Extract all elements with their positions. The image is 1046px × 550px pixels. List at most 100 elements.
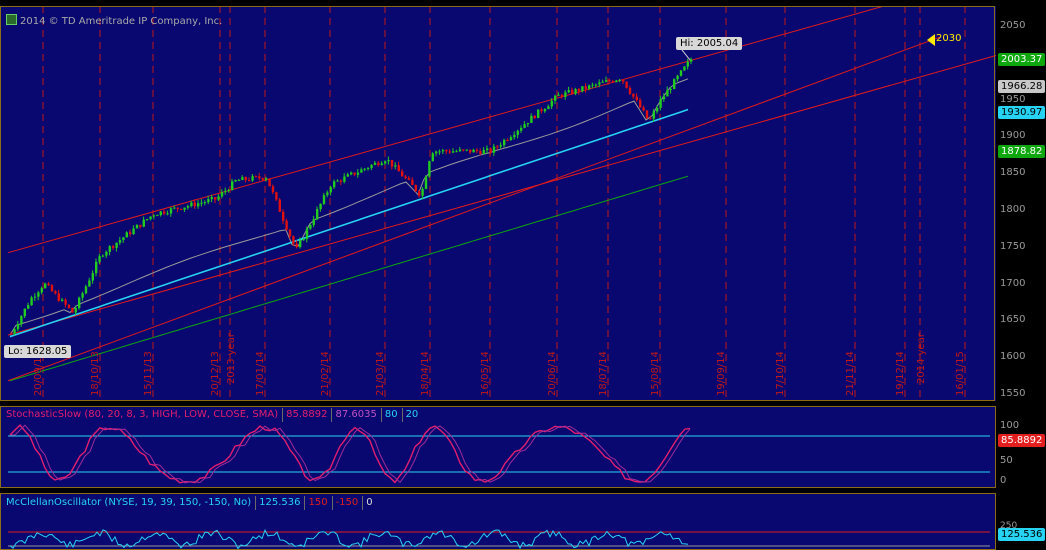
candle xyxy=(482,147,485,155)
candle xyxy=(441,148,445,155)
high-callout-pointer xyxy=(681,50,691,61)
candle xyxy=(533,115,536,120)
candle xyxy=(601,79,604,83)
candle xyxy=(367,167,370,171)
candle xyxy=(142,216,145,228)
candle xyxy=(662,93,666,102)
stochastic-k-value: 85.8892 xyxy=(282,408,330,422)
candle xyxy=(333,179,336,190)
channel-upper-line xyxy=(7,6,886,254)
candle xyxy=(251,173,254,182)
candle xyxy=(159,211,162,217)
candle xyxy=(61,297,64,302)
candle xyxy=(486,145,489,154)
candle xyxy=(421,186,424,200)
candle xyxy=(282,209,285,224)
candle xyxy=(353,172,356,177)
candle xyxy=(516,129,519,139)
candle xyxy=(523,121,526,129)
candle xyxy=(152,214,156,220)
mcclellan-name: McClellanOscillator (NYSE, 19, 39, 150, … xyxy=(6,497,252,508)
candle xyxy=(91,270,94,284)
candle xyxy=(411,177,414,186)
candle xyxy=(105,250,108,259)
candle xyxy=(271,184,275,195)
candle xyxy=(469,149,472,155)
candle xyxy=(180,208,183,211)
candle xyxy=(67,304,71,309)
candle xyxy=(57,289,60,302)
candle xyxy=(686,58,689,70)
candle xyxy=(343,173,346,184)
candle xyxy=(163,209,166,216)
price-chart[interactable]: 20/09/13 18/10/13 15/11/13 20/12/13 17/01/14… xyxy=(0,6,996,401)
candle xyxy=(370,164,373,171)
candle xyxy=(156,214,159,217)
ma-long-badge: 1878.82 xyxy=(998,145,1046,158)
stochastic-title[interactable]: StochasticSlow (80, 20, 8, 3, HIGH, LOW,… xyxy=(6,408,422,422)
candle xyxy=(489,147,492,155)
price-tick-label: 1700 xyxy=(1000,277,1026,289)
candle xyxy=(632,93,635,99)
mcclellan-panel[interactable] xyxy=(0,493,996,550)
candle xyxy=(652,108,655,122)
copyright-text: 2014 © TD Ameritrade IP Company, Inc. xyxy=(6,14,222,27)
candle xyxy=(526,122,530,127)
candle xyxy=(207,195,210,205)
date-labels: 20/09/13 18/10/13 15/11/13 20/12/13 17/01/14… xyxy=(33,332,966,396)
stoch-axis-100: 100 xyxy=(1000,420,1020,431)
candle xyxy=(135,224,139,229)
high-callout: Hi: 2005.04 xyxy=(676,37,743,50)
candle xyxy=(50,283,54,292)
year-label: 2013 year xyxy=(226,332,237,384)
candle xyxy=(305,226,309,243)
candle xyxy=(462,149,465,152)
candle xyxy=(336,179,339,182)
candle xyxy=(13,327,16,336)
candle xyxy=(499,142,502,149)
candle xyxy=(479,148,482,156)
candle xyxy=(577,87,581,95)
stochastic-plot xyxy=(8,424,990,484)
candle xyxy=(125,231,128,238)
price-tick-label: 1750 xyxy=(1000,240,1026,252)
candle xyxy=(472,148,475,153)
candle xyxy=(560,93,564,99)
candle xyxy=(292,235,295,246)
ma-mid-badge: 1930.97 xyxy=(998,106,1046,119)
mcc-axis-250: 250 xyxy=(1000,521,1018,531)
candle xyxy=(183,207,186,212)
mcclellan-title[interactable]: McClellanOscillator (NYSE, 19, 39, 150, … xyxy=(6,496,377,510)
regression-channel xyxy=(7,6,996,382)
candle xyxy=(543,108,547,113)
candle xyxy=(401,169,404,177)
candle xyxy=(540,107,543,114)
candle xyxy=(64,298,67,308)
candle xyxy=(418,190,421,198)
candle xyxy=(30,295,33,306)
candle xyxy=(431,152,434,162)
candle xyxy=(496,145,499,150)
candle xyxy=(642,105,645,112)
moving-averages xyxy=(9,78,689,382)
date-label: 18/07/14 xyxy=(598,351,609,396)
stochastic-os-value: 20 xyxy=(401,408,422,422)
candle xyxy=(44,282,47,289)
candle xyxy=(241,175,244,181)
price-chart-panel[interactable] xyxy=(0,6,996,401)
candle xyxy=(669,86,672,94)
candle xyxy=(598,79,601,88)
candle xyxy=(47,281,50,287)
candle xyxy=(254,175,258,178)
candle xyxy=(122,236,125,243)
date-gridlines xyxy=(42,6,966,401)
candle xyxy=(23,308,26,318)
date-label: 19/12/14 xyxy=(895,351,906,396)
ma-short-badge: 1966.28 xyxy=(998,80,1046,93)
mcclellan-upper: 150 xyxy=(304,496,330,510)
stochastic-name: StochasticSlow (80, 20, 8, 3, HIGH, LOW,… xyxy=(6,409,279,420)
date-label: 19/09/14 xyxy=(716,351,727,396)
candle xyxy=(112,244,115,251)
candle xyxy=(455,149,458,153)
candle xyxy=(645,110,649,119)
